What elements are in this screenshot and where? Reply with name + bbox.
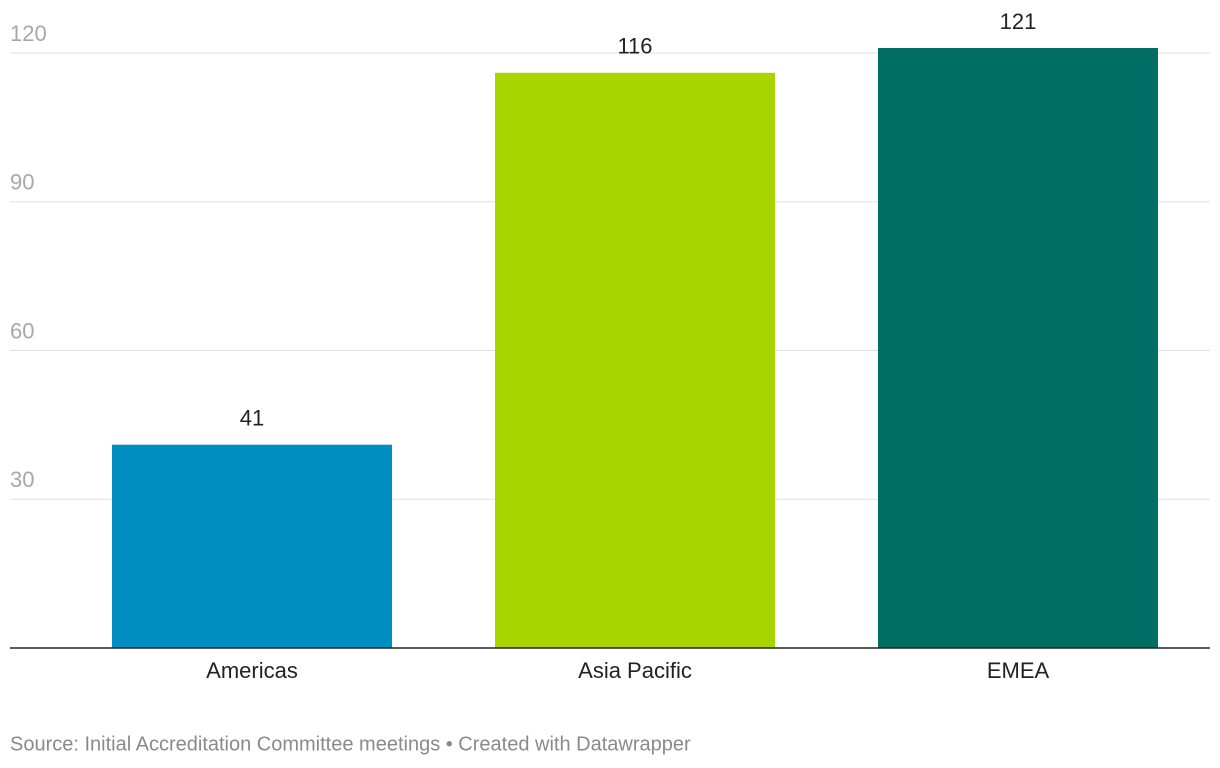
value-label: 121	[1000, 9, 1037, 34]
y-tick-label: 120	[10, 21, 47, 46]
value-label: 116	[617, 34, 652, 59]
x-tick-label: Asia Pacific	[578, 658, 692, 683]
y-tick-label: 60	[10, 318, 34, 343]
x-tick-label: EMEA	[987, 658, 1050, 683]
bar	[112, 444, 392, 648]
source-note: Source: Initial Accreditation Committee …	[10, 733, 691, 755]
y-tick-label: 90	[10, 170, 34, 195]
x-tick-label: Americas	[206, 658, 298, 683]
value-label: 41	[240, 406, 264, 431]
y-tick-label: 30	[10, 467, 34, 492]
bar	[495, 72, 775, 648]
bar	[878, 48, 1158, 648]
